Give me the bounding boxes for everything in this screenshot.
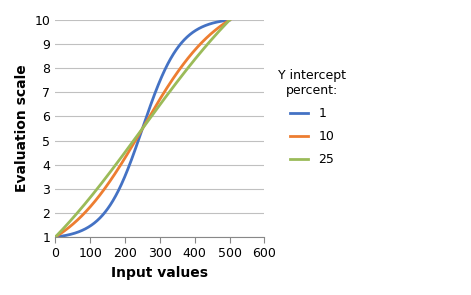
Line: 25: 25 (55, 20, 230, 237)
25 (70, 216, 76, 219)
1 (70, 232, 76, 235)
25 (192, 58, 197, 62)
10 (188, 53, 194, 56)
Y-axis label: Evaluation scale: Evaluation scale (15, 65, 29, 192)
1 (52, 235, 58, 239)
25 (227, 18, 233, 22)
10 (172, 74, 178, 78)
25 (188, 62, 194, 65)
10 (227, 18, 233, 22)
1 (227, 18, 233, 22)
1 (129, 156, 135, 160)
25 (172, 83, 178, 86)
Line: 10: 10 (55, 20, 230, 237)
1 (123, 173, 129, 176)
10 (52, 235, 58, 239)
10 (123, 155, 129, 158)
1 (192, 30, 197, 33)
10 (129, 144, 135, 148)
25 (123, 150, 129, 153)
Line: 1: 1 (55, 20, 230, 237)
X-axis label: Input values: Input values (111, 266, 208, 280)
25 (129, 141, 135, 145)
10 (70, 222, 76, 226)
1 (172, 50, 178, 53)
25 (52, 235, 58, 239)
10 (192, 49, 197, 52)
1 (188, 32, 194, 35)
Legend: 1, 10, 25: 1, 10, 25 (273, 64, 351, 171)
